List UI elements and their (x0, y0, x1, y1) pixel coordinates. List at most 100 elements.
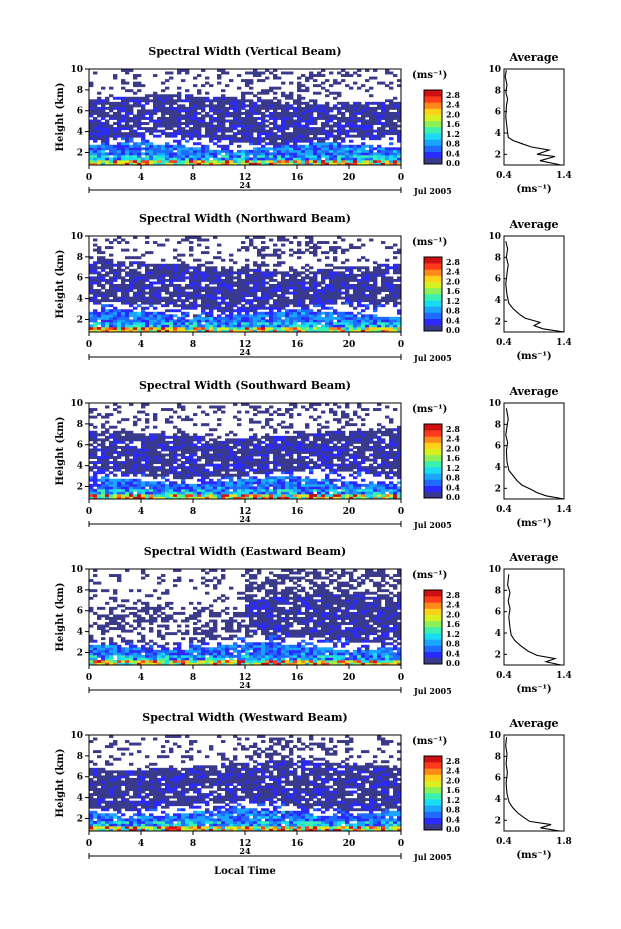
heatmap-cell (157, 94, 162, 98)
heatmap-cell (193, 117, 198, 120)
heatmap-cell (181, 127, 186, 131)
heatmap-cell (117, 114, 122, 118)
heatmap-cell (261, 99, 266, 103)
heatmap-cell (193, 306, 198, 310)
heatmap-cell (185, 132, 190, 136)
heatmap-cell (185, 268, 190, 272)
heatmap-cell (133, 149, 138, 153)
heatmap-cell (193, 271, 198, 275)
x-tick-label: 8 (190, 340, 196, 350)
heatmap-cell (273, 117, 278, 120)
heatmap-cell (97, 278, 102, 282)
heatmap-cell (369, 109, 374, 113)
heatmap-cell (165, 445, 170, 449)
heatmap-cell (257, 496, 262, 500)
colorbar: 0.00.40.81.21.62.02.42.8 (423, 89, 460, 168)
heatmap-cell (113, 276, 118, 280)
heatmap-cell (101, 445, 106, 449)
heatmap-cell (149, 440, 154, 444)
heatmap-cell (125, 326, 130, 330)
heatmap-cell (121, 81, 126, 85)
heatmap-cell (133, 74, 138, 77)
heatmap-cell (253, 122, 258, 125)
heatmap-cell (113, 294, 118, 298)
heatmap-cell (109, 435, 114, 439)
heatmap-cell (297, 81, 302, 85)
heatmap-cell (249, 276, 254, 280)
heatmap-cell (333, 144, 338, 148)
heatmap-cell (313, 147, 318, 151)
heatmap-cell (97, 314, 102, 318)
heatmap-cell (117, 453, 122, 457)
heatmap-cell (309, 157, 314, 161)
heatmap-cell (233, 261, 238, 265)
heatmap-cell (225, 438, 230, 442)
heatmap-cell (109, 440, 114, 444)
heatmap-cell (209, 319, 214, 323)
heatmap-cell (141, 106, 146, 110)
heatmap-cell (289, 119, 294, 123)
heatmap-cell (241, 246, 246, 250)
heatmap-cell (121, 453, 126, 457)
heatmap-cell (213, 410, 218, 414)
heatmap-cell (253, 493, 258, 497)
heatmap-cell (145, 144, 150, 148)
heatmap-cell (197, 456, 202, 459)
heatmap-cell (257, 438, 262, 442)
heatmap-cell (329, 149, 334, 153)
heatmap-cell (217, 324, 222, 328)
profile-title: Average (508, 218, 558, 231)
heatmap-cell (89, 448, 94, 452)
heatmap-cell (165, 132, 170, 136)
heatmap-cell (377, 326, 382, 330)
heatmap-cell (333, 276, 338, 280)
heatmap-cell (233, 456, 238, 459)
heatmap-cell (113, 481, 118, 485)
heatmap-cell (385, 299, 390, 303)
heatmap-cell (325, 109, 330, 113)
heatmap-cell (217, 314, 222, 318)
heatmap-cell (161, 104, 166, 108)
heatmap-cell (225, 491, 230, 495)
heatmap-cell (193, 488, 198, 492)
heatmap-cell (137, 481, 142, 485)
heatmap-cell (169, 471, 174, 475)
heatmap-cell (193, 466, 198, 470)
heatmap-cell (241, 456, 246, 459)
heatmap-cell (113, 273, 118, 277)
heatmap-cell (205, 268, 210, 272)
heatmap-cell (325, 263, 330, 267)
heatmap-cell (317, 271, 322, 275)
heatmap-cell (313, 104, 318, 108)
heatmap-cell (133, 278, 138, 282)
heatmap-cell (153, 94, 158, 98)
heatmap-cell (241, 468, 246, 472)
heatmap-cell (113, 483, 118, 487)
heatmap-cell (261, 119, 266, 123)
heatmap-cell (353, 149, 358, 153)
heatmap-cell (125, 296, 130, 300)
heatmap-cell (165, 106, 170, 110)
heatmap-cell (149, 99, 154, 103)
heatmap-cell (325, 117, 330, 120)
heatmap-cell (149, 448, 154, 452)
heatmap-cell (121, 473, 126, 477)
heatmap-cell (125, 316, 130, 320)
heatmap-cell (289, 316, 294, 320)
heatmap-cell (165, 278, 170, 282)
heatmap-cell (141, 311, 146, 315)
heatmap-cell (97, 413, 102, 417)
heatmap-cell (261, 111, 266, 115)
heatmap-cell (153, 152, 158, 156)
heatmap-cell (345, 147, 350, 151)
heatmap-cell (185, 321, 190, 325)
heatmap-cell (97, 261, 102, 265)
heatmap-cell (205, 311, 210, 315)
heatmap-cell (257, 451, 262, 454)
heatmap-cell (281, 127, 286, 131)
heatmap-cell (197, 321, 202, 325)
heatmap-cell (105, 435, 110, 439)
heatmap-cell (277, 301, 282, 305)
heatmap-cell (265, 271, 270, 275)
heatmap-cell (125, 241, 130, 244)
